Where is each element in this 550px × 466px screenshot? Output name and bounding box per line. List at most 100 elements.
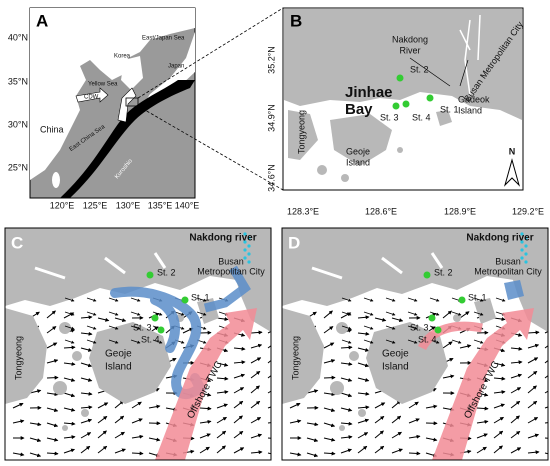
flow-vector [97,402,109,409]
map-body [5,228,271,460]
flow-vector [323,310,333,319]
place-label: Jinhae [345,84,393,101]
map-body [282,228,548,460]
flow-vector [63,421,76,426]
gadeok-land [436,110,452,126]
korea-land [121,56,143,90]
flow-vector [114,431,125,439]
flow-vector [80,362,93,368]
flow-vector [233,430,244,439]
flow-vector [216,317,229,322]
flow-vector [233,360,246,365]
river-dot [520,248,524,252]
flow-vector [510,400,521,409]
flow-vector [476,433,488,439]
flow-vector [64,325,75,330]
lat-tick: 25°N [8,162,28,172]
flow-vector [459,311,470,319]
station-dot [458,296,466,304]
flow-vector [510,360,523,365]
flow-vector [108,297,119,302]
flow-vector [152,339,163,344]
flow-vector [148,437,161,442]
flow-vector [527,330,540,335]
north-label: N [509,146,516,156]
flow-vector [385,325,396,330]
flow-vector [86,339,97,344]
station-dot [434,326,442,334]
flow-vector [46,407,59,412]
river-dot [520,240,524,244]
flow-vector [233,415,243,424]
flow-vector [174,311,185,316]
flow-vector [374,402,386,409]
flow-vector [46,359,59,364]
flow-vector [216,390,229,395]
flow-vector [510,415,520,424]
place-label: Tongyeong [290,336,300,380]
lon-tick: 120°E [50,200,75,210]
lon-tick: 129.2°E [512,206,544,216]
river-dot [520,232,524,236]
lat-tick: 35°N [8,76,28,86]
flow-vector [80,377,93,382]
flow-vector [323,437,336,442]
river [459,14,481,96]
place-label: Island [346,157,370,167]
station-dot [402,100,410,108]
flow-vector [340,421,353,426]
flow-vector [97,430,107,439]
place-label: Bay [345,101,373,118]
flow-vector [267,406,271,409]
flow-vector [341,339,352,344]
place-label: Geoje [105,349,132,360]
flow-vector [374,317,387,322]
flow-vector [476,406,489,411]
station-dot [146,271,154,279]
flow-vector [340,345,353,350]
flow-vector [80,391,93,396]
place-label: CDW [84,95,99,101]
flow-vector [442,341,453,349]
flow-vector [267,330,271,334]
flow-vector [152,311,163,316]
flow-vector [341,297,352,302]
station-dot [428,314,436,322]
flow-vector [363,311,374,316]
river-dot [243,248,247,252]
river-dot [243,232,247,236]
flow-vector [527,450,540,455]
station-dot [181,296,189,304]
flow-vector [527,400,538,409]
flow-vector [323,342,335,349]
flow-vector [341,325,352,330]
flow-vector [391,415,402,424]
flow-vector [233,387,245,394]
offshore-current [417,321,483,351]
flow-vector [544,359,548,364]
flow-vector [130,339,141,344]
station-dot [157,326,165,334]
river-dot [243,256,247,260]
flow-vector [46,310,56,319]
flow-vector [130,311,141,316]
flow-vector [63,345,76,350]
river-dot [243,240,247,244]
flow-vector [340,448,353,454]
place-label: Metropolitan City [197,266,265,276]
flow-vector [267,390,271,394]
place-label: Nakdong river [466,233,533,244]
flow-vector [357,347,370,352]
place-label: Busan [218,256,244,266]
flow-vector [442,374,455,379]
flow-vector [233,373,246,379]
flow-vector [510,387,522,394]
coastal-current [203,265,251,313]
flow-vector [323,407,336,412]
current-arrow [117,87,137,123]
flow-vector [510,447,522,454]
place-label: Island [382,362,409,373]
station-label: St. 1 [440,104,459,114]
place-label: Japan [168,64,184,70]
